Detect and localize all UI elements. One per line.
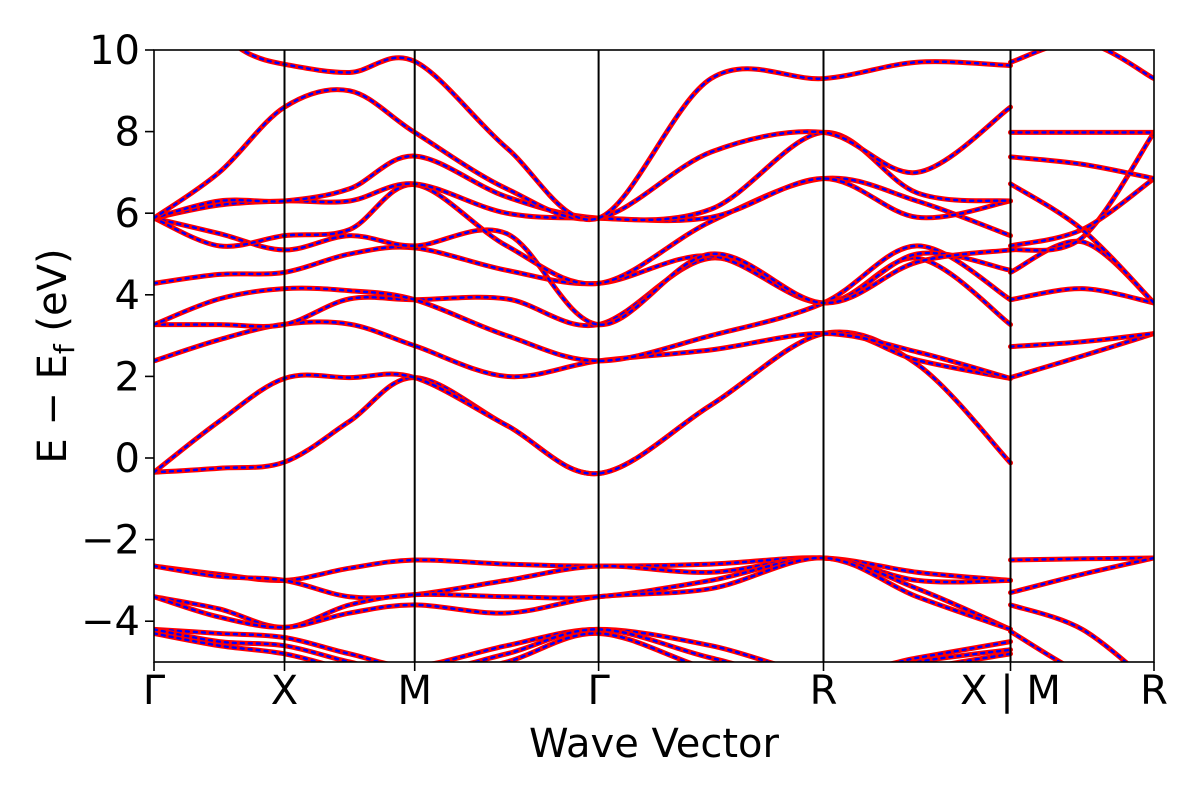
plot-frame — [153, 49, 1155, 663]
band-line-dashed — [1009, 332, 1154, 379]
y-tick-label: 4 — [115, 273, 140, 319]
band-line-solid — [154, 329, 1013, 477]
band-line-dashed — [154, 131, 1012, 222]
band-line-dashed — [1009, 630, 1063, 662]
band-line-dashed — [154, 256, 1012, 328]
band-line-dashed — [1009, 287, 1154, 305]
band-line-dashed — [1009, 155, 1154, 180]
band-line-solid — [154, 244, 1013, 306]
band-line-dashed — [1009, 332, 1154, 348]
x-tick-label: M — [397, 668, 432, 714]
band-line-dashed — [154, 245, 1012, 305]
band-line-dashed — [154, 330, 1012, 475]
x-tick-label: Γ — [143, 668, 166, 714]
bands-layer — [154, 50, 1154, 662]
band-line-dashed — [154, 331, 1012, 475]
band-line-dashed — [154, 556, 1012, 600]
x-tick-label: R — [810, 668, 838, 714]
band-line-dashed — [154, 628, 1012, 662]
band-line-solid — [154, 175, 1013, 287]
band-line-solid — [154, 319, 1013, 381]
y-axis-ticks: −4 −2 0 2 4 6 8 10 — [81, 28, 154, 645]
y-axis-label-main: E − E — [30, 354, 76, 464]
y-tick-label: −4 — [81, 599, 140, 645]
x-tick-label: X — [271, 668, 298, 714]
band-line-solid — [154, 129, 1013, 223]
y-tick-label: 8 — [115, 110, 140, 156]
band-line-dashed — [1009, 556, 1154, 594]
band-line-dashed — [1009, 603, 1128, 662]
band-line-dashed — [154, 556, 1012, 631]
band-line-dashed — [154, 632, 1012, 662]
kpoint-dividers — [283, 50, 1012, 662]
x-tick-label: R — [1140, 668, 1168, 714]
band-line-solid — [1008, 50, 1154, 82]
y-axis-label-group: E − Ef (eV) — [30, 248, 81, 463]
x-tick-label: X | M — [960, 668, 1061, 714]
x-axis-label: Wave Vector — [529, 721, 780, 767]
band-line-dashed — [154, 176, 1012, 285]
band-line-dashed — [1009, 556, 1154, 562]
band-line-dashed — [1009, 50, 1154, 80]
y-axis-label-subscript: f — [48, 343, 81, 354]
y-tick-label: 6 — [115, 191, 140, 237]
band-line-solid — [1008, 286, 1154, 306]
band-line-solid — [154, 329, 1013, 477]
y-tick-label: 10 — [89, 28, 140, 74]
band-line-dashed — [154, 244, 1012, 363]
x-tick-label: Γ — [587, 668, 610, 714]
y-tick-label: 2 — [115, 354, 140, 400]
band-line-dashed — [154, 88, 1012, 221]
band-line-dashed — [154, 320, 1012, 380]
y-axis-label: E − Ef (eV) — [30, 248, 81, 463]
band-line-dashed — [1009, 131, 1154, 252]
y-tick-label: −2 — [81, 518, 140, 564]
x-axis-ticks: Γ X M Γ R X | M R — [143, 662, 1168, 714]
y-tick-label: 0 — [115, 436, 140, 482]
band-line-dashed — [154, 177, 1012, 222]
band-line-solid — [1008, 181, 1154, 306]
y-axis-label-unit: (eV) — [30, 248, 76, 344]
band-line-dashed — [154, 628, 1012, 662]
